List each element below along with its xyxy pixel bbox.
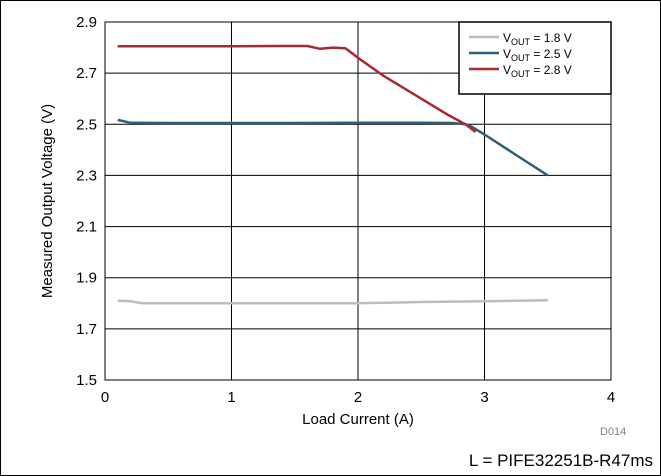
y-tick-label: 1.7 bbox=[76, 321, 97, 338]
figure-id: D014 bbox=[600, 426, 626, 438]
series-line-2 bbox=[117, 118, 549, 177]
legend-label: VOUT = 2.5 V bbox=[503, 47, 572, 63]
y-tick-label: 2.3 bbox=[76, 167, 97, 184]
legend-label: VOUT = 1.8 V bbox=[503, 31, 572, 47]
series-lines bbox=[117, 44, 549, 305]
y-tick-label: 2.7 bbox=[76, 65, 97, 82]
x-tick-label: 3 bbox=[480, 389, 488, 406]
y-tick-label: 2.1 bbox=[76, 219, 97, 236]
plot-area bbox=[104, 21, 612, 381]
x-tick-label: 2 bbox=[354, 389, 362, 406]
y-axis-label: Measured Output Voltage (V) bbox=[39, 104, 56, 298]
x-tick-label: 1 bbox=[227, 389, 235, 406]
y-tick-label: 2.9 bbox=[76, 14, 97, 31]
footnote: L = PIFE32251B-R47ms bbox=[469, 451, 653, 470]
y-tick-label: 1.5 bbox=[76, 372, 97, 389]
series-line-1 bbox=[117, 298, 548, 305]
series-line-3 bbox=[117, 44, 477, 133]
tick-labels: 0 1 2 3 4 1.5 1.7 1.9 2.1 2.3 2.5 2.7 2.9 bbox=[76, 14, 615, 406]
legend-box bbox=[458, 21, 612, 95]
x-axis-label: Load Current (A) bbox=[302, 411, 414, 428]
y-tick-label: 2.5 bbox=[76, 116, 97, 133]
x-tick-label: 0 bbox=[101, 389, 109, 406]
x-tick-label: 4 bbox=[607, 389, 615, 406]
y-tick-label: 1.9 bbox=[76, 270, 97, 287]
legend-label: VOUT = 2.8 V bbox=[503, 63, 572, 79]
